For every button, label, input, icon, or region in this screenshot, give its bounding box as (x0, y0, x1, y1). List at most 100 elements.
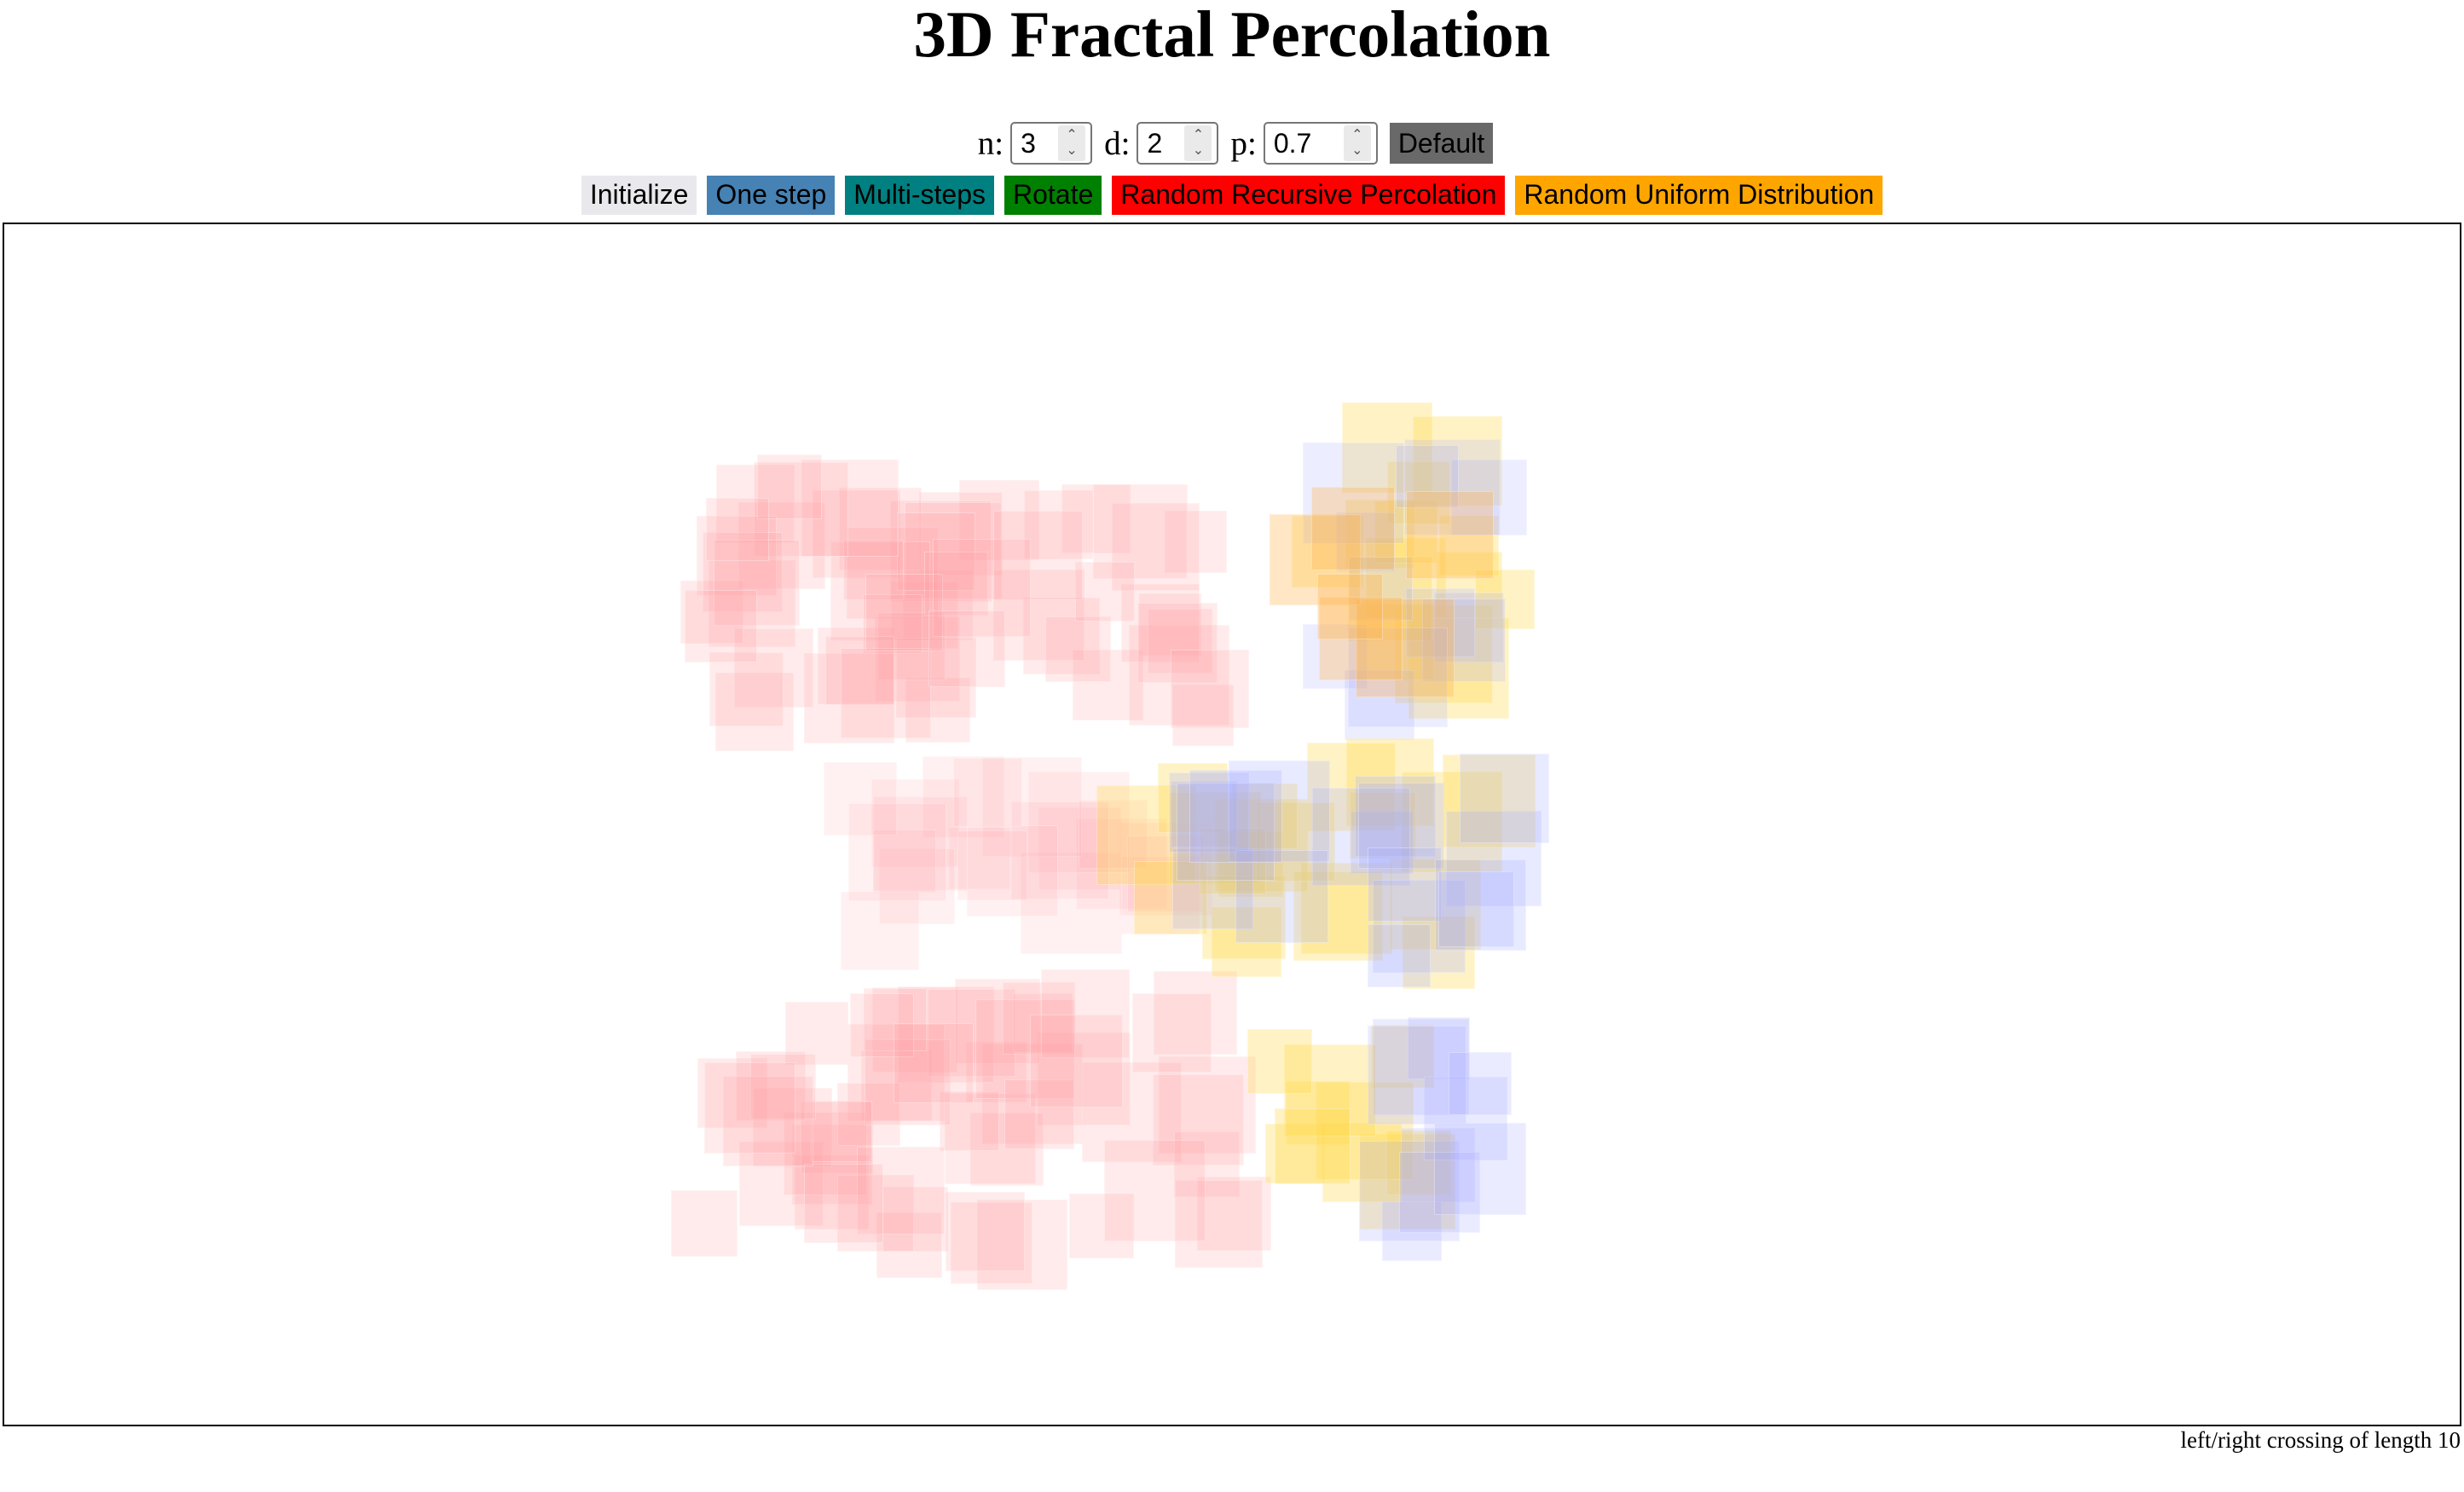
cube-red-11 (889, 500, 992, 602)
cube-blue-158 (1395, 444, 1459, 508)
cube-blue-182 (1351, 810, 1414, 874)
cube-red-89 (1173, 1131, 1240, 1197)
cube-red-5 (1023, 490, 1093, 560)
cube-blue-187 (1168, 772, 1249, 853)
cube-red-102 (1196, 1176, 1271, 1251)
cube-red-28 (877, 612, 946, 681)
cube-red-86 (784, 1002, 848, 1066)
cube-blue-160 (1347, 627, 1448, 728)
cube-red-85 (1081, 1061, 1182, 1162)
cube-blue-213 (1407, 1016, 1470, 1079)
cube-blue-156 (1405, 587, 1475, 657)
cube-red-14 (1164, 511, 1227, 574)
cube-red-8 (905, 677, 971, 743)
cube-red-77 (967, 824, 1059, 917)
cube-red-112 (670, 1189, 737, 1257)
cube-orange-219 (1355, 598, 1455, 697)
p-input[interactable]: 0.7 ⌃ ⌄ (1263, 122, 1378, 165)
cube-red-27 (842, 539, 904, 600)
random-recursive-percolation-button[interactable]: Random Recursive Percolation (1112, 176, 1506, 215)
cube-yellow-162 (1218, 832, 1284, 898)
cube-red-63 (1121, 856, 1200, 935)
cube-red-133 (723, 1075, 814, 1166)
cube-yellow-208 (1274, 1107, 1351, 1184)
cube-red-71 (1010, 801, 1109, 900)
cube-red-53 (932, 539, 1031, 638)
n-input[interactable]: 3 ⌃ ⌄ (1010, 122, 1093, 165)
cube-red-105 (801, 1102, 874, 1175)
cube-red-114 (1154, 970, 1238, 1055)
cube-yellow-201 (1370, 1025, 1434, 1089)
cube-red-6 (919, 492, 1004, 576)
cube-red-3 (817, 627, 894, 705)
cube-blue-150 (1434, 593, 1505, 663)
cube-red-82 (794, 1154, 869, 1229)
percolation-3d-canvas[interactable] (3, 223, 2461, 1426)
cube-blue-209 (1382, 1200, 1443, 1261)
cube-red-76 (824, 761, 898, 836)
cube-red-130 (1131, 992, 1212, 1073)
cube-red-97 (876, 1212, 942, 1278)
cube-red-30 (862, 594, 923, 654)
cube-yellow-147 (1387, 460, 1451, 524)
cube-yellow-146 (1374, 500, 1437, 564)
cube-yellow-203 (1264, 1124, 1325, 1184)
cube-yellow-178 (1157, 763, 1228, 834)
multi-steps-button[interactable]: Multi-steps (845, 176, 994, 215)
initialize-button[interactable]: Initialize (581, 176, 697, 215)
cube-yellow-142 (1394, 605, 1493, 704)
cube-red-50 (705, 498, 769, 562)
cube-red-61 (1038, 807, 1121, 890)
cube-yellow-175 (1443, 754, 1536, 847)
cube-orange-222 (1318, 596, 1403, 680)
cube-yellow-171 (1293, 870, 1383, 961)
p-stepper-icon[interactable]: ⌃ ⌄ (1343, 125, 1371, 161)
cube-yellow-173 (1389, 859, 1481, 951)
d-stepper-icon[interactable]: ⌃ ⌄ (1184, 125, 1212, 161)
cube-red-44 (713, 540, 800, 627)
cube-yellow-163 (1300, 862, 1392, 954)
cube-red-90 (1038, 1032, 1131, 1125)
cube-red-22 (897, 512, 976, 592)
cube-red-118 (1040, 969, 1130, 1058)
cube-blue-153 (1404, 438, 1501, 535)
cube-red-36 (1112, 502, 1200, 591)
cube-blue-159 (1421, 598, 1506, 682)
cube-red-34 (801, 459, 899, 557)
cube-orange-223 (1311, 487, 1396, 571)
cube-red-134 (703, 1061, 795, 1154)
default-button[interactable]: Default (1389, 123, 1494, 164)
cube-yellow-164 (1402, 771, 1503, 872)
random-uniform-distribution-button[interactable]: Random Uniform Distribution (1515, 176, 1883, 215)
cube-red-23 (1061, 484, 1131, 554)
cube-red-108 (939, 1090, 999, 1151)
cube-blue-183 (1172, 847, 1254, 929)
cube-yellow-148 (1475, 570, 1536, 630)
cube-blue-197 (1177, 783, 1275, 882)
d-input[interactable]: 2 ⌃ ⌄ (1137, 122, 1219, 165)
cube-yellow-136 (1341, 402, 1432, 493)
cube-red-21 (895, 637, 976, 718)
n-stepper-icon[interactable]: ⌃ ⌄ (1058, 125, 1086, 161)
cube-blue-196 (1235, 849, 1328, 943)
cube-red-126 (945, 1191, 1025, 1271)
cube-yellow-204 (1285, 1081, 1350, 1146)
cube-blue-189 (1372, 880, 1466, 974)
cube-red-117 (975, 999, 1076, 1100)
d-value: 2 (1147, 127, 1163, 159)
cube-yellow-144 (1435, 552, 1502, 619)
rotate-button[interactable]: Rotate (1004, 176, 1102, 215)
cube-red-81 (966, 1042, 1027, 1102)
cube-red-91 (738, 1142, 824, 1227)
cube-red-57 (928, 610, 1005, 687)
cube-blue-198 (1189, 770, 1282, 864)
cube-red-29 (804, 653, 895, 744)
cube-red-109 (1012, 992, 1073, 1053)
one-step-button[interactable]: One step (707, 176, 836, 215)
cube-red-125 (836, 1175, 914, 1252)
cube-red-132 (1030, 1014, 1124, 1107)
cube-red-15 (904, 501, 1002, 599)
cube-red-128 (803, 1164, 883, 1244)
cube-blue-184 (1446, 810, 1542, 906)
cube-blue-155 (1302, 442, 1404, 544)
